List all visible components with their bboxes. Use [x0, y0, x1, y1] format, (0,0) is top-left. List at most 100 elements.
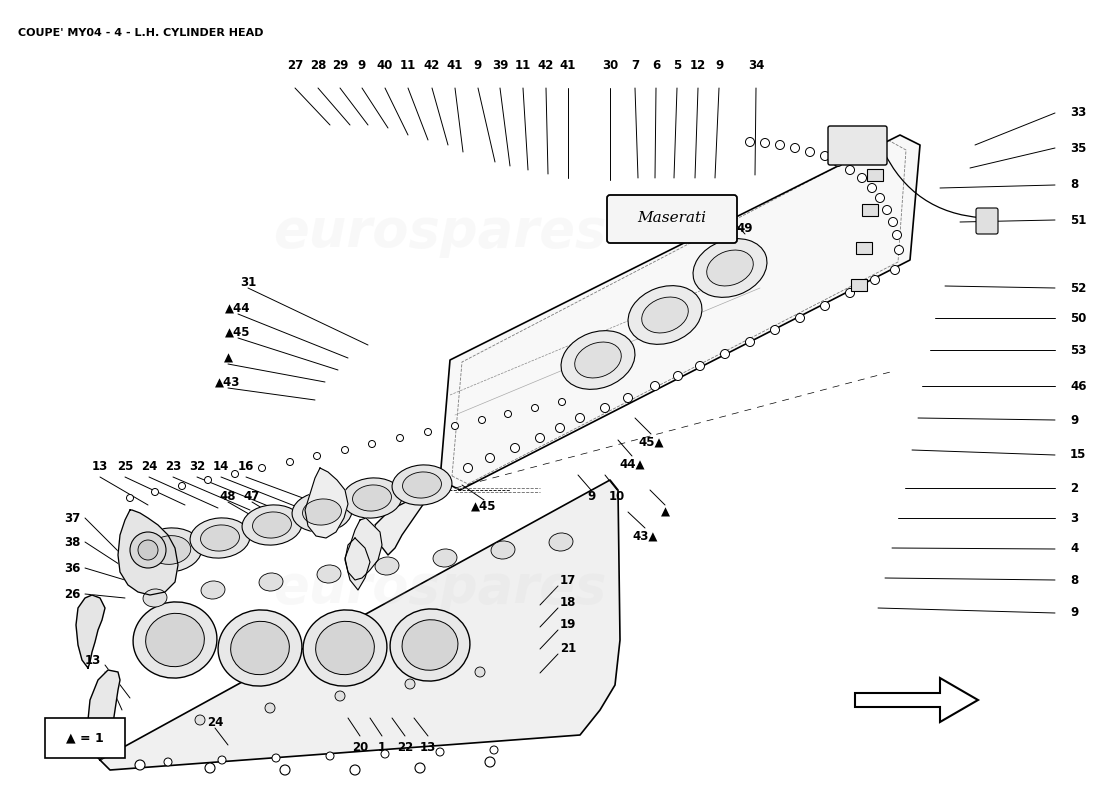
Ellipse shape: [392, 465, 452, 505]
Circle shape: [314, 453, 320, 459]
Text: 13: 13: [420, 741, 436, 754]
Circle shape: [405, 679, 415, 689]
Circle shape: [218, 756, 226, 764]
Ellipse shape: [628, 286, 702, 344]
Circle shape: [770, 326, 780, 334]
FancyBboxPatch shape: [828, 126, 887, 165]
Text: 30: 30: [602, 59, 618, 72]
Circle shape: [876, 194, 884, 202]
Circle shape: [720, 350, 729, 358]
Text: 52: 52: [1070, 282, 1087, 294]
Ellipse shape: [150, 536, 190, 564]
Circle shape: [152, 489, 158, 495]
Text: 34: 34: [748, 59, 764, 72]
Circle shape: [575, 414, 584, 422]
Text: 12: 12: [690, 59, 706, 72]
Ellipse shape: [375, 557, 399, 575]
Circle shape: [821, 302, 829, 310]
Ellipse shape: [403, 620, 458, 670]
Text: 2: 2: [1070, 482, 1078, 494]
Circle shape: [205, 477, 211, 483]
Circle shape: [805, 147, 814, 157]
Ellipse shape: [231, 622, 289, 674]
Circle shape: [138, 540, 158, 560]
Text: 27: 27: [287, 59, 304, 72]
Text: 44▲: 44▲: [619, 458, 645, 470]
Text: 40: 40: [377, 59, 393, 72]
Text: 47: 47: [244, 490, 261, 502]
Ellipse shape: [549, 533, 573, 551]
Text: 26: 26: [64, 587, 80, 601]
Circle shape: [135, 760, 145, 770]
Text: 3: 3: [1070, 511, 1078, 525]
Circle shape: [341, 446, 349, 454]
Ellipse shape: [317, 565, 341, 583]
Circle shape: [695, 362, 704, 370]
Text: 37: 37: [64, 511, 80, 525]
Text: 14: 14: [212, 461, 229, 474]
Polygon shape: [76, 595, 104, 668]
Text: Maserati: Maserati: [638, 211, 706, 225]
Polygon shape: [305, 468, 348, 538]
Text: 8: 8: [1070, 574, 1078, 586]
Text: 22: 22: [397, 741, 414, 754]
Text: 32: 32: [189, 461, 205, 474]
Text: 24: 24: [207, 717, 223, 730]
Circle shape: [531, 405, 539, 411]
Ellipse shape: [139, 528, 202, 572]
Polygon shape: [345, 538, 370, 590]
Ellipse shape: [403, 472, 441, 498]
Text: ▲43: ▲43: [216, 375, 241, 389]
Text: 9: 9: [474, 59, 482, 72]
Circle shape: [821, 151, 829, 161]
Circle shape: [868, 183, 877, 193]
FancyBboxPatch shape: [976, 208, 998, 234]
Circle shape: [350, 765, 360, 775]
Ellipse shape: [433, 549, 456, 567]
Text: 20: 20: [352, 741, 368, 754]
Circle shape: [601, 403, 609, 413]
Circle shape: [791, 143, 800, 153]
Ellipse shape: [200, 525, 240, 551]
Circle shape: [889, 218, 898, 226]
Text: COUPE' MY04 - 4 - L.H. CYLINDER HEAD: COUPE' MY04 - 4 - L.H. CYLINDER HEAD: [18, 28, 264, 38]
Text: 9: 9: [715, 59, 723, 72]
Ellipse shape: [641, 297, 689, 333]
Text: ▲45: ▲45: [471, 499, 497, 513]
Polygon shape: [88, 670, 120, 760]
Polygon shape: [440, 135, 920, 490]
Text: 18: 18: [560, 595, 576, 609]
Text: 28: 28: [310, 59, 327, 72]
Circle shape: [746, 338, 755, 346]
Circle shape: [746, 138, 755, 146]
Text: 9: 9: [1070, 414, 1078, 426]
Polygon shape: [118, 510, 178, 595]
Bar: [850, 279, 867, 291]
Text: 31: 31: [240, 275, 256, 289]
Text: 15: 15: [1070, 449, 1087, 462]
Text: 9: 9: [1070, 606, 1078, 619]
Circle shape: [280, 765, 290, 775]
Circle shape: [776, 141, 784, 150]
Text: 10: 10: [609, 490, 625, 502]
FancyBboxPatch shape: [607, 195, 737, 243]
Ellipse shape: [242, 505, 301, 545]
Circle shape: [485, 757, 495, 767]
Circle shape: [894, 246, 903, 254]
Text: 33: 33: [1070, 106, 1087, 119]
Ellipse shape: [574, 342, 622, 378]
Ellipse shape: [145, 614, 205, 666]
Text: 19: 19: [560, 618, 576, 630]
Circle shape: [205, 763, 214, 773]
Circle shape: [505, 410, 512, 418]
Text: 21: 21: [560, 642, 576, 654]
Circle shape: [368, 441, 375, 447]
Ellipse shape: [693, 238, 767, 298]
Circle shape: [258, 465, 265, 471]
Circle shape: [272, 754, 280, 762]
Text: 11: 11: [515, 59, 531, 72]
Text: 11: 11: [400, 59, 416, 72]
Text: 41: 41: [447, 59, 463, 72]
Circle shape: [415, 763, 425, 773]
Text: 48: 48: [220, 490, 236, 502]
